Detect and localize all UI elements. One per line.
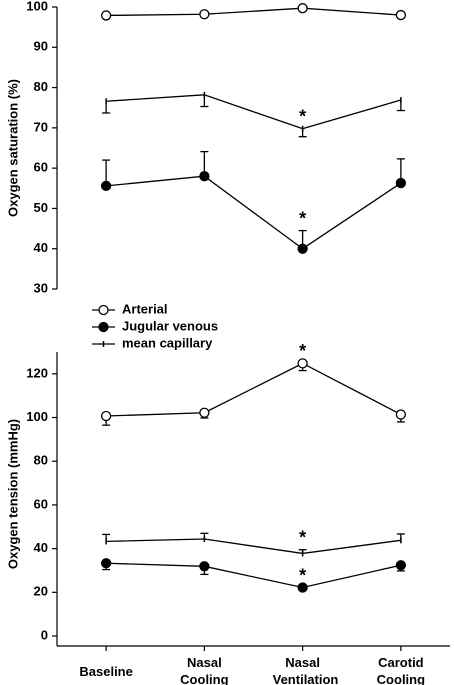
- y-tick-label: 80: [34, 79, 48, 94]
- x-tick-label: Carotid Cooling: [376, 655, 426, 685]
- series-line: [106, 7, 401, 17]
- data-point: [395, 560, 407, 571]
- data-point: [395, 9, 407, 21]
- y-tick-label: 80: [34, 453, 48, 468]
- legend-label: mean capillary: [122, 335, 213, 350]
- annotation: *: [299, 565, 306, 585]
- data-point: [395, 177, 407, 189]
- legend-label: Jugular venous: [122, 318, 218, 333]
- data-point: [100, 180, 112, 192]
- data-point: [297, 243, 308, 254]
- y-tick-label: 70: [34, 119, 48, 134]
- series-line: [106, 175, 402, 250]
- data-point: [100, 558, 112, 569]
- y-tick-label: 120: [26, 365, 48, 380]
- y-tick-label: 0: [41, 627, 48, 642]
- annotation: *: [299, 106, 306, 126]
- y-tick-label: 40: [34, 240, 48, 255]
- y-axis-label: Oxygen saturation (%): [5, 79, 20, 217]
- data-point: [297, 358, 308, 369]
- x-tick-label: Nasal Ventilation: [272, 655, 339, 685]
- data-point: [395, 409, 407, 420]
- series-line: [106, 362, 402, 417]
- y-tick-label: 30: [34, 280, 48, 295]
- x-tick-label: Baseline: [79, 664, 133, 679]
- series-line: [106, 94, 402, 130]
- legend-marker: [98, 304, 109, 316]
- y-tick-label: 40: [34, 540, 48, 555]
- annotation: *: [299, 208, 306, 228]
- y-tick-label: 20: [34, 584, 48, 599]
- legend-label: Arterial: [122, 301, 168, 316]
- y-axis-label: Oxygen tension (mmHg): [5, 419, 20, 569]
- data-point: [199, 9, 210, 20]
- data-point: [199, 407, 210, 418]
- y-tick-label: 50: [34, 200, 48, 215]
- y-tick-label: 100: [26, 0, 48, 13]
- annotation: *: [299, 527, 306, 547]
- data-point: [100, 410, 112, 422]
- data-point: [199, 171, 210, 182]
- y-tick-label: 100: [26, 409, 48, 424]
- data-point: [100, 10, 112, 21]
- y-tick-label: 60: [34, 160, 48, 175]
- y-tick-label: 90: [34, 39, 48, 54]
- series-line: [106, 562, 402, 589]
- x-tick-label: Nasal Cooling: [180, 655, 229, 685]
- data-point: [199, 561, 210, 572]
- data-point: [297, 582, 308, 593]
- data-point: [297, 3, 308, 14]
- y-tick-label: 60: [34, 496, 48, 511]
- series-line: [106, 538, 401, 555]
- legend-marker: [98, 321, 109, 333]
- annotation: *: [299, 341, 306, 361]
